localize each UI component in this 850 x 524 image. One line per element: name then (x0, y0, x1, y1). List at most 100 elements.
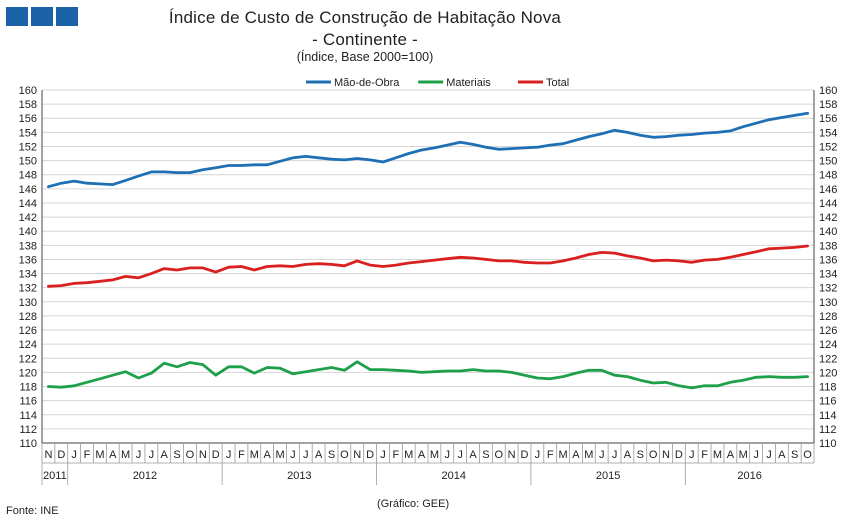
series-line (47, 244, 809, 288)
y-tick-label-left: 132 (19, 283, 37, 295)
x-tick-label: S (791, 449, 798, 461)
x-tick-label: J (380, 449, 386, 461)
x-tick-label: N (662, 449, 670, 461)
x-tick-label: J (753, 449, 759, 461)
x-tick-label: S (637, 449, 644, 461)
year-label: 2011 (43, 470, 67, 482)
y-tick-label-left: 134 (19, 269, 37, 281)
y-tick-label-left: 114 (19, 410, 37, 422)
y-tick-label-right: 134 (819, 269, 837, 281)
x-tick-label: S (173, 449, 180, 461)
y-tick-label-right: 146 (819, 184, 837, 196)
y-tick-label-left: 150 (19, 156, 37, 168)
series-line (47, 111, 809, 189)
x-tick-label: A (263, 449, 271, 461)
legend-label: Total (546, 77, 569, 89)
y-tick-label-left: 156 (19, 113, 37, 125)
chart-title: Índice de Custo de Construção de Habitaç… (168, 8, 562, 27)
y-tick-label-left: 126 (19, 325, 37, 337)
x-tick-label: A (315, 449, 323, 461)
x-tick-label: N (44, 449, 52, 461)
y-tick-label-right: 126 (819, 325, 837, 337)
x-tick-label: O (649, 449, 658, 461)
y-tick-label-left: 138 (19, 240, 37, 252)
y-tick-label-left: 158 (19, 99, 37, 111)
ine-logo (6, 7, 78, 26)
x-tick-label: F (238, 449, 245, 461)
x-tick-label: N (508, 449, 516, 461)
y-tick-label-left: 120 (19, 367, 37, 379)
x-tick-label: A (624, 449, 632, 461)
chart-credit: (Gráfico: GEE) (377, 498, 450, 510)
x-tick-label: S (328, 449, 335, 461)
y-tick-label-right: 124 (819, 339, 837, 351)
y-tick-label-right: 158 (819, 99, 837, 111)
x-tick-label: M (121, 449, 130, 461)
x-tick-label: N (199, 449, 207, 461)
logo-block (6, 7, 28, 26)
y-tick-label-left: 110 (19, 438, 37, 450)
x-tick-label: F (701, 449, 708, 461)
x-tick-label: M (95, 449, 104, 461)
y-tick-label-right: 110 (819, 438, 837, 450)
y-tick-label-left: 146 (19, 184, 37, 196)
x-tick-label: S (482, 449, 489, 461)
x-tick-label: M (559, 449, 568, 461)
x-tick-label: A (778, 449, 786, 461)
x-tick-label: J (535, 449, 541, 461)
y-tick-label-right: 118 (819, 382, 837, 394)
y-tick-label-left: 128 (19, 311, 37, 323)
x-tick-label: J (226, 449, 232, 461)
y-tick-label-right: 150 (819, 156, 837, 168)
x-tick-label: N (353, 449, 361, 461)
x-tick-label: O (494, 449, 503, 461)
x-tick-label: J (71, 449, 77, 461)
chart-subtitle: (Índice, Base 2000=100) (296, 50, 434, 64)
y-tick-label-right: 120 (819, 367, 837, 379)
x-tick-label: F (547, 449, 554, 461)
x-tick-label: F (84, 449, 91, 461)
y-tick-label-left: 116 (19, 396, 37, 408)
x-tick-label: A (109, 449, 117, 461)
source-note: Fonte: INE (6, 505, 59, 517)
y-tick-label-left: 152 (19, 141, 37, 153)
logo-block (56, 7, 78, 26)
x-tick-label: J (766, 449, 772, 461)
y-tick-label-left: 144 (19, 198, 37, 210)
year-label: 2015 (596, 470, 620, 482)
y-tick-label-left: 118 (19, 382, 37, 394)
y-tick-label-right: 114 (819, 410, 837, 422)
legend-label: Mão-de-Obra (334, 77, 400, 89)
x-tick-label: M (430, 449, 439, 461)
y-tick-label-left: 148 (19, 170, 37, 182)
x-tick-label: A (161, 449, 169, 461)
y-tick-label-right: 136 (819, 254, 837, 266)
y-tick-label-right: 144 (819, 198, 837, 210)
x-tick-label: D (366, 449, 374, 461)
y-tick-label-left: 112 (19, 424, 37, 436)
x-tick-label: J (599, 449, 605, 461)
y-tick-label-left: 122 (19, 353, 37, 365)
y-tick-label-left: 140 (19, 226, 37, 238)
x-tick-label: A (469, 449, 477, 461)
y-tick-label-left: 136 (19, 254, 37, 266)
y-tick-label-right: 148 (819, 170, 837, 182)
logo-block (31, 7, 53, 26)
x-tick-label: J (445, 449, 451, 461)
chart-title-region: - Continente - (312, 30, 418, 49)
y-tick-label-right: 112 (819, 424, 837, 436)
x-tick-label: J (136, 449, 142, 461)
year-label: 2013 (287, 470, 311, 482)
y-tick-label-left: 154 (19, 127, 37, 139)
x-tick-label: A (418, 449, 426, 461)
x-tick-label: J (290, 449, 296, 461)
y-tick-label-right: 142 (819, 212, 837, 224)
x-tick-label: M (713, 449, 722, 461)
y-tick-label-left: 160 (19, 85, 37, 97)
x-tick-label: D (521, 449, 529, 461)
x-tick-label: J (149, 449, 155, 461)
x-tick-label: A (572, 449, 580, 461)
x-tick-label: O (186, 449, 195, 461)
series-line (47, 360, 809, 390)
